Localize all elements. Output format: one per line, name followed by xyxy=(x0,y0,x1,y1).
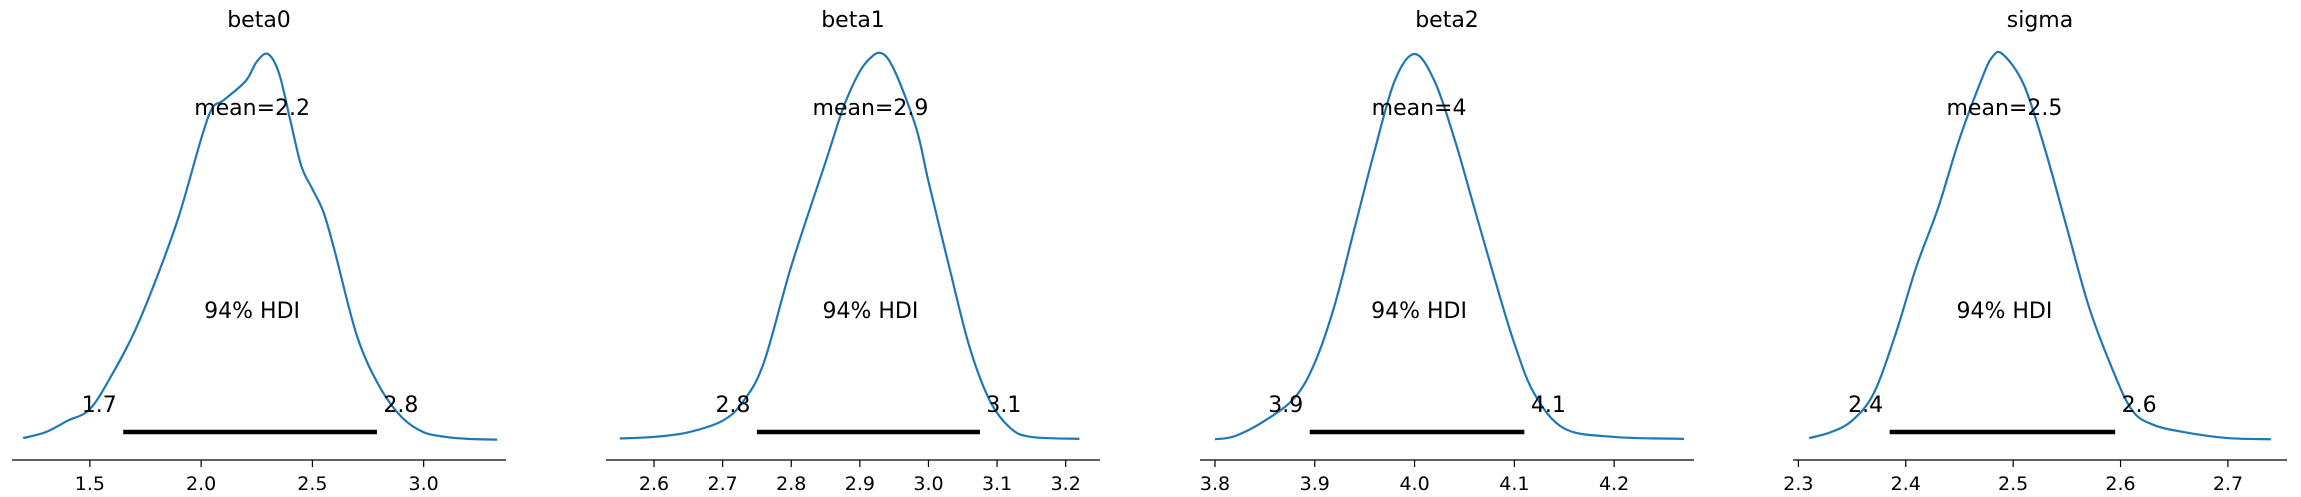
panel-beta2: beta2 3.9 4.1 mean=4 94% HDI 3.8 3.9 4.0 4.1 4.2 xyxy=(1200,8,1694,495)
x-tick-label: 2.4 xyxy=(1891,473,1921,495)
x-tick-label: 2.9 xyxy=(845,473,875,495)
x-tick-label: 3.9 xyxy=(1300,473,1330,495)
hdi-high-label: 2.6 xyxy=(2122,393,2157,418)
x-tick-label: 1.5 xyxy=(75,473,105,495)
density-curve xyxy=(22,52,498,441)
x-tick-label: 4.0 xyxy=(1399,473,1429,495)
x-tick-label: 2.0 xyxy=(186,473,216,495)
mean-label: mean=4 xyxy=(1372,96,1467,121)
mean-label: mean=2.2 xyxy=(194,96,310,121)
panel-beta1: beta1 2.8 3.1 mean=2.9 94% HDI 2.6 2.7 2.8 2.9 3.… xyxy=(606,8,1100,495)
panel-sigma: sigma 2.4 2.6 mean=2.5 94% HDI 2.3 2.4 2.5 2.6 2.… xyxy=(1783,8,2287,495)
hdi-high-label: 2.8 xyxy=(383,393,418,418)
x-tick-label: 4.2 xyxy=(1599,473,1629,495)
x-tick-label: 2.6 xyxy=(639,473,669,495)
x-tick-label: 2.7 xyxy=(2213,473,2243,495)
x-tick-label: 2.8 xyxy=(776,473,806,495)
density-curve xyxy=(619,51,1080,440)
hdi-low-label: 3.9 xyxy=(1268,393,1303,418)
hdi-high-label: 4.1 xyxy=(1531,393,1566,418)
hdi-low-label: 2.4 xyxy=(1848,393,1883,418)
hdi-low-label: 1.7 xyxy=(82,393,117,418)
hdi-high-label: 3.1 xyxy=(986,393,1021,418)
x-tick-label: 2.5 xyxy=(1998,473,2028,495)
x-tick-label: 4.1 xyxy=(1499,473,1529,495)
x-tick-label: 3.0 xyxy=(409,473,439,495)
panel-beta0: beta0 1.7 2.8 mean=2.2 94% HDI 1.5 2.0 2.5 3.0 xyxy=(12,8,506,495)
hdi-label: 94% HDI xyxy=(204,299,300,324)
x-tick-label: 3.8 xyxy=(1200,473,1230,495)
density-curve xyxy=(1214,52,1685,441)
mean-label: mean=2.5 xyxy=(1947,96,2063,121)
x-tick-label: 2.5 xyxy=(297,473,327,495)
mean-label: mean=2.9 xyxy=(813,96,929,121)
x-tick-label: 3.1 xyxy=(982,473,1012,495)
hdi-label: 94% HDI xyxy=(1956,299,2052,324)
hdi-low-label: 2.8 xyxy=(715,393,750,418)
panel-title: beta0 xyxy=(227,8,291,33)
hdi-label: 94% HDI xyxy=(1371,299,1467,324)
hdi-label: 94% HDI xyxy=(823,299,919,324)
panel-title: beta1 xyxy=(821,8,885,33)
density-curve xyxy=(1808,50,2271,441)
panel-title: sigma xyxy=(2007,8,2073,33)
x-tick-label: 3.2 xyxy=(1051,473,1081,495)
x-tick-label: 3.0 xyxy=(913,473,943,495)
x-tick-label: 2.3 xyxy=(1783,473,1813,495)
panel-title: beta2 xyxy=(1415,8,1479,33)
x-tick-label: 2.6 xyxy=(2105,473,2135,495)
x-tick-label: 2.7 xyxy=(708,473,738,495)
